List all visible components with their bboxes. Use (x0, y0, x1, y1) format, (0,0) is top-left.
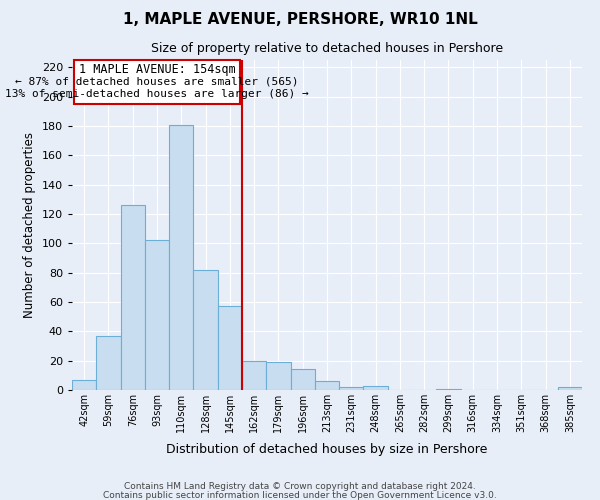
Text: 13% of semi-detached houses are larger (86) →: 13% of semi-detached houses are larger (… (5, 90, 309, 100)
Bar (96, 336, 121, 390)
FancyBboxPatch shape (74, 60, 239, 104)
Bar (121, 205, 145, 390)
Bar (169, 124, 193, 390)
X-axis label: Distribution of detached houses by size in Pershore: Distribution of detached houses by size … (166, 444, 488, 456)
Bar (266, 362, 290, 390)
Bar (364, 386, 388, 390)
Bar (558, 387, 582, 390)
Text: Contains HM Land Registry data © Crown copyright and database right 2024.: Contains HM Land Registry data © Crown c… (124, 482, 476, 491)
Text: 1 MAPLE AVENUE: 154sqm: 1 MAPLE AVENUE: 154sqm (79, 63, 235, 76)
Y-axis label: Number of detached properties: Number of detached properties (23, 132, 36, 318)
Bar (315, 381, 339, 390)
Text: ← 87% of detached houses are smaller (565): ← 87% of detached houses are smaller (56… (15, 77, 299, 87)
Bar (242, 360, 266, 390)
Text: Contains public sector information licensed under the Open Government Licence v3: Contains public sector information licen… (103, 490, 497, 500)
Title: Size of property relative to detached houses in Pershore: Size of property relative to detached ho… (151, 42, 503, 54)
Bar (290, 370, 315, 390)
Bar (72, 380, 96, 390)
Bar (218, 306, 242, 390)
Bar (339, 387, 364, 390)
Bar (436, 388, 461, 390)
Bar (193, 270, 218, 390)
Bar (145, 240, 169, 390)
Text: 1, MAPLE AVENUE, PERSHORE, WR10 1NL: 1, MAPLE AVENUE, PERSHORE, WR10 1NL (122, 12, 478, 28)
